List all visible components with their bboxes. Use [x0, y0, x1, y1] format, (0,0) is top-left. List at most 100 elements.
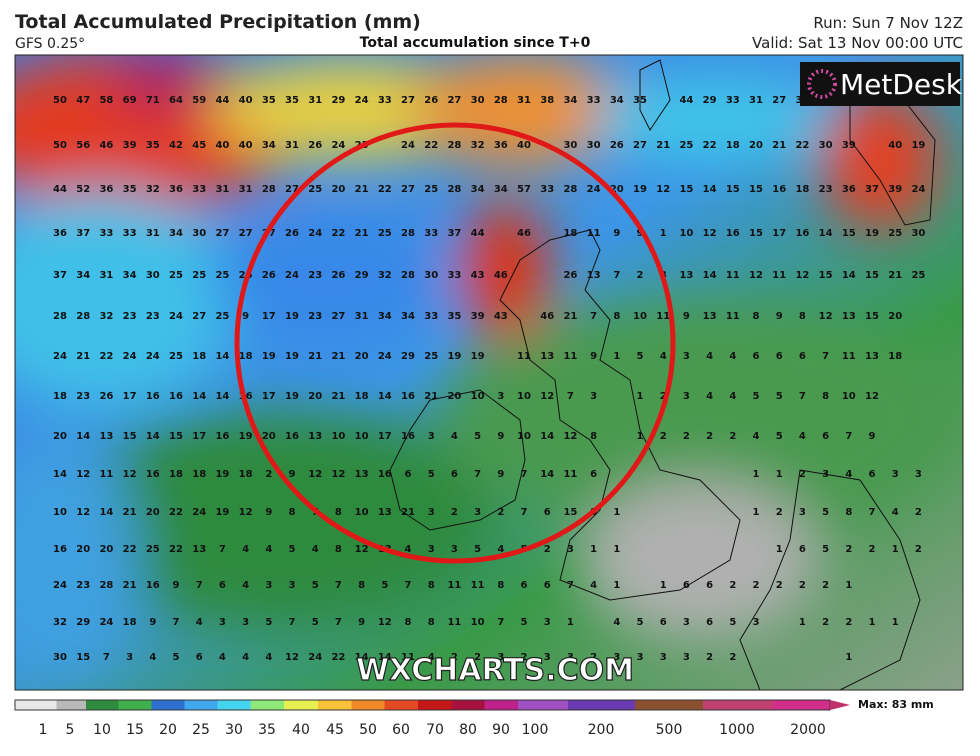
grid-value: 28 — [447, 140, 461, 151]
grid-value: 20 — [749, 140, 763, 151]
grid-value: 2 — [845, 617, 852, 628]
grid-value: 3 — [474, 507, 481, 518]
grid-value: 25 — [679, 140, 693, 151]
grid-value: 27 — [401, 184, 415, 195]
grid-value: 1 — [637, 391, 644, 402]
map-frame — [14, 54, 964, 691]
grid-value: 36 — [842, 184, 856, 195]
grid-value: 2 — [776, 507, 783, 518]
grid-value: 2 — [706, 652, 713, 663]
grid-value: 35 — [146, 140, 160, 151]
legend-swatch — [318, 700, 352, 710]
grid-value: 19 — [633, 184, 647, 195]
grid-value: 11 — [587, 228, 601, 239]
grid-value: 8 — [613, 311, 620, 322]
grid-value: 6 — [544, 507, 551, 518]
legend-swatch — [217, 700, 251, 710]
grid-value: 16 — [378, 469, 392, 480]
grid-value: 1 — [753, 507, 760, 518]
grid-value: 42 — [169, 140, 183, 151]
grid-value: 43 — [494, 311, 508, 322]
grid-value: 2 — [497, 507, 504, 518]
legend-swatch — [703, 700, 773, 710]
legend-swatch — [484, 700, 518, 710]
grid-value: 19 — [471, 351, 485, 362]
grid-value: 4 — [405, 544, 412, 555]
grid-value: 18 — [726, 140, 740, 151]
grid-value: 27 — [401, 95, 415, 106]
grid-value: 18 — [192, 469, 206, 480]
grid-value: 32 — [378, 270, 392, 281]
legend-swatch — [635, 700, 703, 710]
legend-swatch — [384, 700, 418, 710]
grid-value: 24 — [192, 507, 206, 518]
grid-value: 21 — [123, 507, 137, 518]
legend-swatch — [118, 700, 152, 710]
grid-value: 11 — [563, 351, 577, 362]
grid-value: 15 — [865, 311, 879, 322]
grid-value: 11 — [517, 351, 531, 362]
grid-value: 25 — [888, 228, 902, 239]
grid-value: 22 — [169, 507, 183, 518]
grid-value: 28 — [76, 311, 90, 322]
grid-value: 20 — [308, 391, 322, 402]
grid-value: 27 — [447, 95, 461, 106]
grid-value: 3 — [753, 617, 760, 628]
grid-value: 30 — [53, 652, 67, 663]
grid-value: 18 — [888, 351, 902, 362]
grid-value: 1 — [637, 431, 644, 442]
grid-value: 1 — [776, 544, 783, 555]
legend-label: 35 — [258, 722, 276, 738]
grid-value: 3 — [126, 652, 133, 663]
grid-value: 2 — [799, 469, 806, 480]
grid-value: 10 — [355, 431, 369, 442]
grid-value: 32 — [471, 140, 485, 151]
grid-value: 7 — [567, 580, 574, 591]
grid-value: 12 — [378, 617, 392, 628]
grid-value: 5 — [776, 391, 783, 402]
grid-value: 35 — [123, 184, 137, 195]
grid-value: 2 — [845, 544, 852, 555]
grid-value: 28 — [401, 270, 415, 281]
grid-value: 7 — [103, 652, 110, 663]
grid-value: 13 — [308, 431, 322, 442]
grid-value: 11 — [447, 617, 461, 628]
grid-value: 32 — [99, 311, 113, 322]
grid-value: 24 — [285, 270, 299, 281]
grid-value: 28 — [494, 95, 508, 106]
grid-value: 19 — [239, 431, 253, 442]
grid-value: 14 — [378, 652, 392, 663]
grid-value: 33 — [99, 228, 113, 239]
grid-value: 6 — [822, 431, 829, 442]
grid-value: 17 — [262, 391, 276, 402]
grid-value: 1 — [892, 544, 899, 555]
grid-value: 7 — [521, 469, 528, 480]
grid-value: 22 — [331, 652, 345, 663]
grid-value: 24 — [308, 228, 322, 239]
grid-value: 7 — [405, 580, 412, 591]
grid-value: 29 — [355, 270, 369, 281]
grid-value: 2 — [822, 580, 829, 591]
grid-value: 20 — [262, 431, 276, 442]
grid-value: 18 — [239, 469, 253, 480]
grid-value: 34 — [610, 95, 624, 106]
grid-value: 34 — [169, 228, 183, 239]
grid-value: 16 — [401, 431, 415, 442]
grid-value: 4 — [497, 544, 504, 555]
grid-value: 9 — [497, 431, 504, 442]
grid-value: 4 — [729, 391, 736, 402]
grid-value: 25 — [308, 184, 322, 195]
grid-value: 21 — [355, 184, 369, 195]
grid-value: 39 — [888, 184, 902, 195]
grid-value: 30 — [471, 95, 485, 106]
grid-value: 9 — [289, 469, 296, 480]
grid-value: 27 — [215, 228, 229, 239]
grid-value: 3 — [497, 391, 504, 402]
grid-value: 15 — [842, 228, 856, 239]
grid-value: 38 — [540, 95, 554, 106]
grid-value: 5 — [265, 617, 272, 628]
legend-swatch — [451, 700, 485, 710]
grid-value: 12 — [308, 469, 322, 480]
grid-value: 10 — [331, 431, 345, 442]
grid-value: 15 — [749, 184, 763, 195]
